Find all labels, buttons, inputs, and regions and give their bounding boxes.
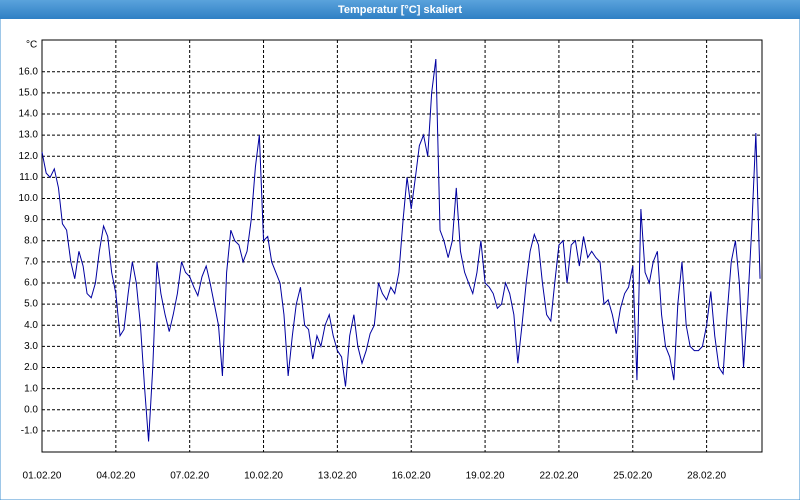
- temperature-line: [41, 58, 761, 442]
- x-tick-label: 16.02.20: [392, 471, 431, 482]
- y-tick-label: 14.0: [19, 109, 39, 120]
- y-tick-label: 0.0: [24, 404, 38, 415]
- y-tick-label: 10.0: [19, 193, 39, 204]
- y-tick-label: 3.0: [24, 341, 38, 352]
- y-tick-label: 8.0: [24, 235, 38, 246]
- x-tick-label: 19.02.20: [466, 471, 505, 482]
- y-tick-label: 5.0: [24, 299, 38, 310]
- x-tick-label: 13.02.20: [318, 471, 357, 482]
- y-tick-label: 15.0: [19, 87, 39, 98]
- y-tick-label: 4.0: [24, 320, 38, 331]
- x-tick-label: 28.02.20: [687, 471, 726, 482]
- y-tick-label: 7.0: [24, 256, 38, 267]
- y-tick-label: 6.0: [24, 278, 38, 289]
- y-tick-label: 9.0: [24, 214, 38, 225]
- y-tick-label: 2.0: [24, 362, 38, 373]
- x-tick-label: 25.02.20: [613, 471, 652, 482]
- x-tick-label: 04.02.20: [96, 471, 135, 482]
- x-tick-label: 01.02.20: [23, 471, 62, 482]
- chart-title: Temperatur [°C] skaliert: [338, 4, 462, 16]
- x-tick-label: 07.02.20: [170, 471, 209, 482]
- title-bar: [0, 0, 800, 19]
- x-tick-label: 22.02.20: [539, 471, 578, 482]
- plot-area: [41, 39, 763, 453]
- y-tick-label: 11.0: [19, 172, 38, 183]
- y-unit-label: °C: [26, 40, 37, 51]
- y-tick-label: 16.0: [19, 66, 39, 77]
- x-tick-label: 10.02.20: [244, 471, 283, 482]
- y-tick-label: 13.0: [19, 130, 39, 141]
- y-tick-label: 1.0: [24, 383, 38, 394]
- y-tick-label: 12.0: [19, 151, 39, 162]
- y-tick-label: -1.0: [21, 426, 39, 437]
